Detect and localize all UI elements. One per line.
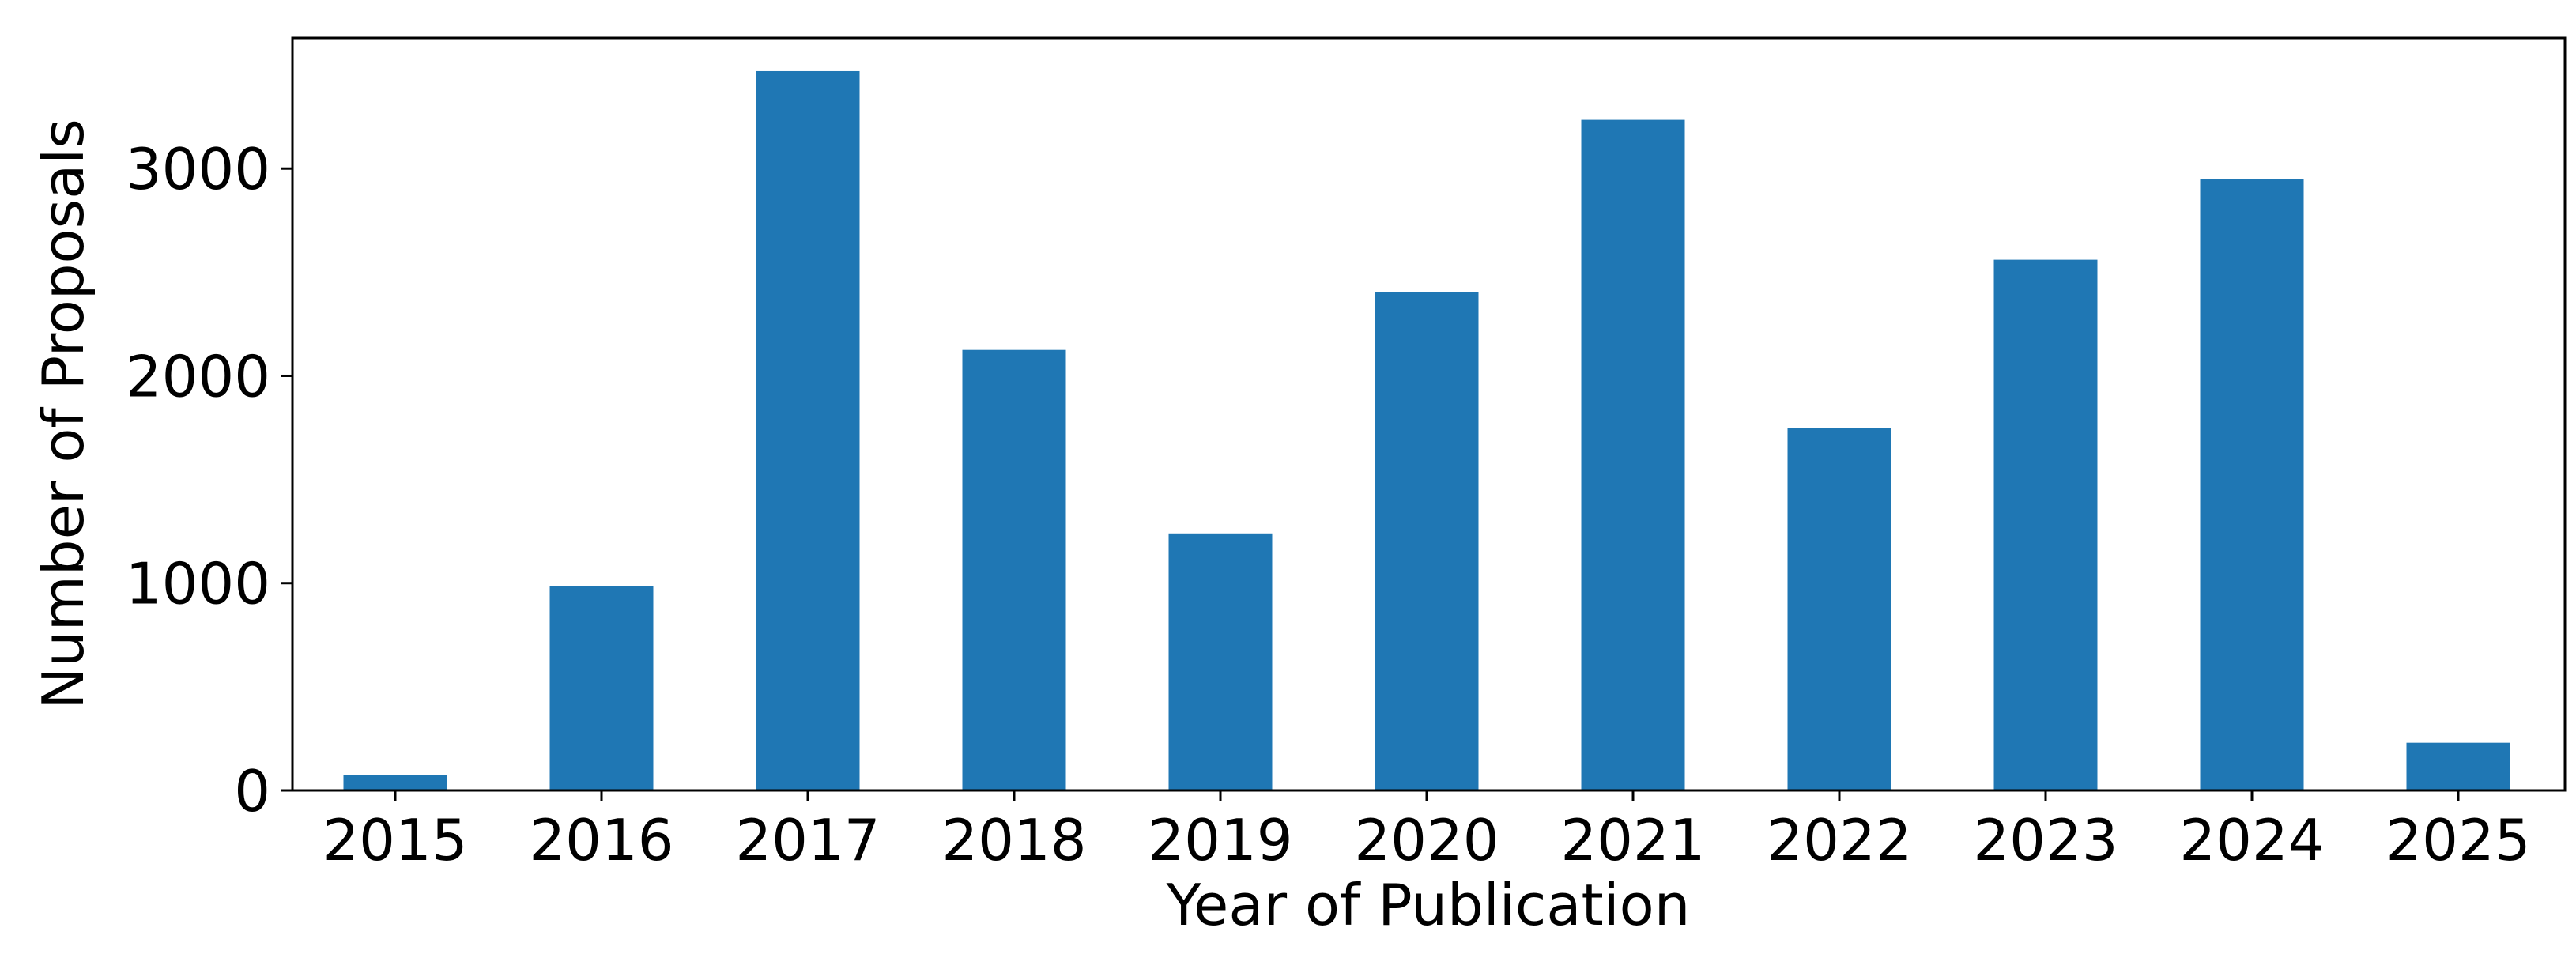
bar-2024: [2200, 179, 2304, 791]
bar-2015: [343, 775, 447, 790]
bar-2018: [962, 349, 1066, 791]
y-tick-label: 0: [234, 758, 270, 824]
x-tick-label: 2025: [2386, 807, 2530, 873]
x-tick-label: 2015: [322, 807, 467, 873]
x-tick-label: 2021: [1560, 807, 1705, 873]
plot-frame: [291, 36, 2567, 792]
bar-2022: [1787, 428, 1891, 790]
bars-group: [343, 70, 2510, 791]
x-tick-label: 2018: [941, 807, 1086, 873]
x-tick-label: 2023: [1973, 807, 2118, 873]
y-axis-label: Number of Proposals: [30, 119, 96, 710]
x-tick-label: 2024: [2179, 807, 2324, 873]
x-axis: 2015 2016 2017 2018 2019 2020 2021 2022 2023 2024…: [322, 790, 2531, 873]
bar-2025: [2406, 742, 2510, 790]
bar-2016: [549, 586, 654, 790]
y-tick-label: 1000: [126, 551, 270, 617]
x-tick-label: 2019: [1148, 807, 1292, 873]
y-axis: 0 1000 2000 3000: [126, 136, 292, 824]
x-axis-label: Year of Publication: [1166, 872, 1691, 938]
x-tick-label: 2020: [1354, 807, 1499, 873]
x-tick-label: 2017: [735, 807, 880, 873]
bar-2021: [1581, 119, 1685, 790]
bar-2020: [1375, 292, 1479, 790]
bar-2023: [1993, 259, 2098, 790]
bar-2019: [1168, 533, 1273, 790]
x-tick-label: 2016: [529, 807, 673, 873]
y-tick-label: 3000: [126, 136, 270, 202]
y-tick-label: 2000: [126, 343, 270, 409]
bar-2017: [756, 70, 860, 791]
x-tick-label: 2022: [1767, 807, 1911, 873]
